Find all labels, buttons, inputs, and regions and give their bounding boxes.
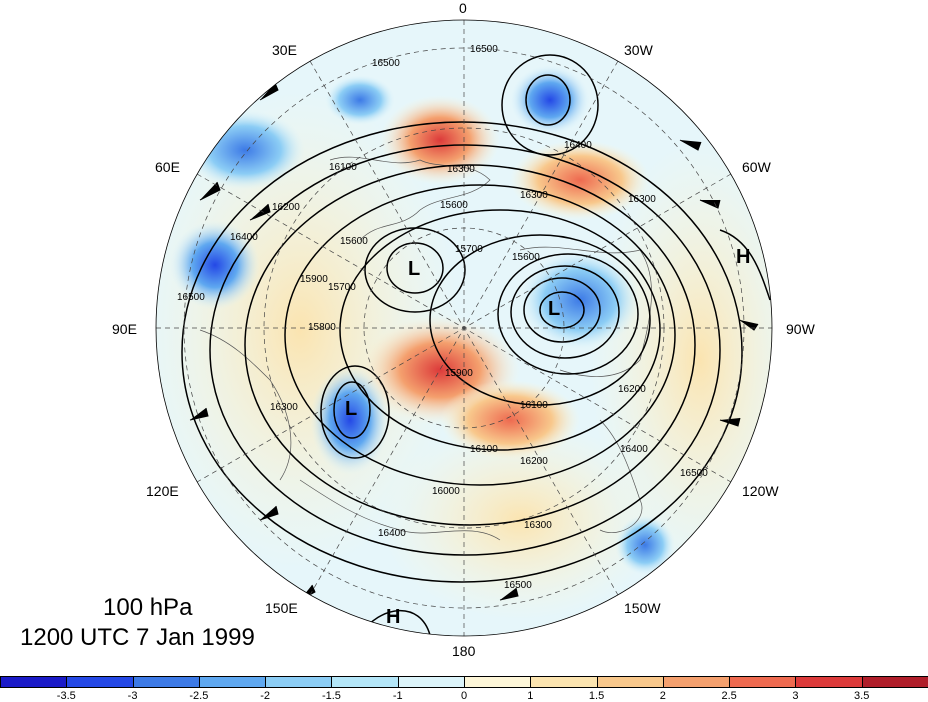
- lon-label-180: 180: [452, 643, 476, 659]
- contour-label: 16200: [618, 384, 646, 395]
- contour-label: 16100: [329, 162, 357, 173]
- contour-label: 16300: [270, 402, 298, 413]
- lon-label-120e: 120E: [146, 483, 179, 499]
- colorbar-tick-label: 3: [792, 690, 799, 702]
- colorbar-box: [0, 676, 68, 688]
- contour-label: 16200: [520, 456, 548, 467]
- colorbar-tick-label: 3.5: [854, 690, 870, 702]
- contour-label: 16200: [272, 202, 300, 213]
- contour-label: 16500: [504, 580, 532, 591]
- contour-label: 16400: [378, 528, 406, 539]
- low-pressure-marker: L: [548, 298, 561, 320]
- contour-labels: 16500 16500 16400 16300 16300 16100 1620…: [177, 44, 708, 591]
- contour-label: 16100: [470, 444, 498, 455]
- colorbar-tick-label: -3: [127, 690, 138, 702]
- contour-label: 16300: [447, 164, 475, 175]
- colorbar-box: [729, 676, 797, 688]
- contour-label: 16300: [520, 190, 548, 201]
- contour-label: 16100: [520, 400, 548, 411]
- contour-label: 15700: [455, 244, 483, 255]
- colorbar-tick-label: 2: [659, 690, 666, 702]
- contour-label: 16300: [628, 194, 656, 205]
- lon-label-60w: 60W: [742, 159, 771, 175]
- colorbar-box: [198, 676, 267, 688]
- lon-label-120w: 120W: [742, 483, 779, 499]
- contour-label: 16300: [524, 520, 552, 531]
- contour-label: 16500: [680, 468, 708, 479]
- pressure-level-caption: 100 hPa: [103, 594, 193, 621]
- graticule: [156, 20, 772, 636]
- colorbar-box: [795, 676, 863, 688]
- contour-label: 16400: [230, 232, 258, 243]
- contour-label: 15600: [340, 236, 368, 247]
- contour-label: 16400: [564, 140, 592, 151]
- contour-label: 16500: [177, 292, 205, 303]
- colorbar-tick-label: 2.5: [721, 690, 737, 702]
- polar-map: 16500 16500 16400 16300 16300 16100 1620…: [155, 19, 773, 637]
- valid-time-caption: 1200 UTC 7 Jan 1999: [20, 624, 255, 651]
- colorbar-box: [66, 676, 134, 688]
- colorbar-box: [331, 676, 399, 688]
- lon-label-30e: 30E: [272, 42, 297, 58]
- high-pressure-marker: H: [736, 246, 751, 268]
- lon-label-60e: 60E: [155, 159, 180, 175]
- contour-label: 16500: [372, 58, 400, 69]
- colorbar-tick-label: -2: [260, 690, 271, 702]
- colorbar-tick-label: -2.5: [189, 690, 209, 702]
- colorbar-box: [265, 676, 333, 688]
- contour-label: 16500: [470, 44, 498, 55]
- colorbar-tick-label: 0: [460, 690, 468, 702]
- colorbar: [0, 676, 928, 702]
- contour-label: 15900: [445, 368, 473, 379]
- colorbar-tick-label: -1: [392, 690, 403, 702]
- colorbar-box: [132, 676, 200, 688]
- lon-label-150e: 150E: [265, 600, 298, 616]
- colorbar-box: [464, 676, 532, 688]
- lon-label-0: 0: [459, 0, 467, 16]
- low-pressure-marker: L: [345, 398, 358, 420]
- contour-label: 16400: [620, 444, 648, 455]
- colorbar-tick-label: -1.5: [321, 690, 341, 702]
- map-boundary: [155, 19, 773, 637]
- colorbar-tick-label: 1: [527, 690, 534, 702]
- colorbar-tick-label: 1.5: [588, 690, 605, 702]
- colorbar-box: [530, 676, 598, 688]
- colorbar-box: [596, 676, 664, 688]
- contour-label: 15600: [512, 252, 540, 263]
- high-pressure-marker: H: [386, 606, 401, 628]
- low-pressure-marker: L: [408, 258, 421, 280]
- contour-label: 15700: [328, 282, 356, 293]
- colorbar-box: [662, 676, 731, 688]
- colorbar-tick-label: -3.5: [56, 690, 76, 702]
- contour-label: 16000: [432, 486, 460, 497]
- contour-label: 15600: [440, 200, 468, 211]
- lon-label-90w: 90W: [786, 321, 815, 337]
- contour-label: 15800: [308, 322, 336, 333]
- lon-label-90e: 90E: [112, 321, 137, 337]
- lon-label-150w: 150W: [624, 600, 661, 616]
- colorbar-box: [397, 676, 465, 688]
- height-contours: [181, 54, 771, 636]
- colorbar-box: [861, 676, 928, 688]
- contour-label: 15900: [300, 274, 328, 285]
- lon-label-30w: 30W: [624, 42, 653, 58]
